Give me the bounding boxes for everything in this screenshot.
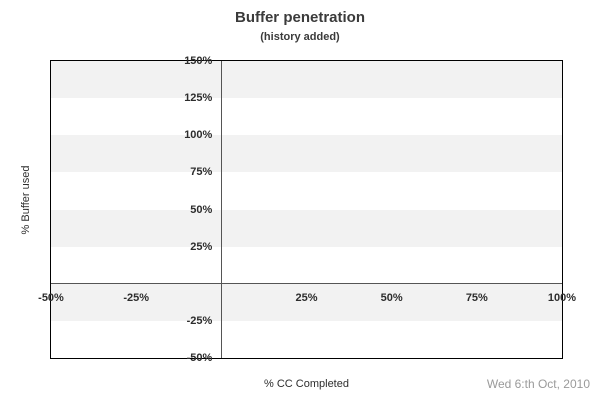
x-tick-label: 50% bbox=[380, 291, 403, 304]
x-tick-label: 75% bbox=[465, 291, 488, 304]
y-tick-label: 150% bbox=[184, 55, 213, 67]
x-tick-label: 25% bbox=[295, 291, 318, 304]
shaded-band bbox=[51, 283, 562, 321]
y-tick-label: 25% bbox=[190, 240, 213, 253]
chart-subtitle: (history added) bbox=[260, 31, 340, 43]
date-label: Wed 6:th Oct, 2010 bbox=[486, 377, 590, 391]
shaded-band bbox=[51, 209, 562, 247]
x-tick-label: 100% bbox=[547, 291, 577, 304]
chart-title: Buffer penetration bbox=[234, 9, 365, 26]
y-tick-label: 100% bbox=[184, 129, 213, 142]
y-tick-label: -50% bbox=[186, 352, 213, 364]
y-tick-label: -25% bbox=[186, 314, 213, 327]
shaded-band bbox=[51, 61, 562, 99]
y-tick-label: 50% bbox=[190, 203, 213, 216]
y-tick-label: 125% bbox=[184, 92, 213, 105]
x-axis-title: % CC Completed bbox=[264, 378, 349, 390]
x-tick-label: -25% bbox=[123, 291, 149, 304]
y-axis-zero-line bbox=[220, 61, 222, 358]
y-axis-title: % Buffer used bbox=[20, 165, 32, 235]
y-tick-label: 75% bbox=[190, 166, 213, 179]
plot-area: 150% 125% 100% 75% 50% 25% -25% -50% -50% -25% 25%… bbox=[38, 55, 576, 364]
shaded-band bbox=[51, 135, 562, 173]
x-tick-label: -50% bbox=[38, 291, 64, 304]
x-axis-zero-line bbox=[51, 283, 562, 285]
